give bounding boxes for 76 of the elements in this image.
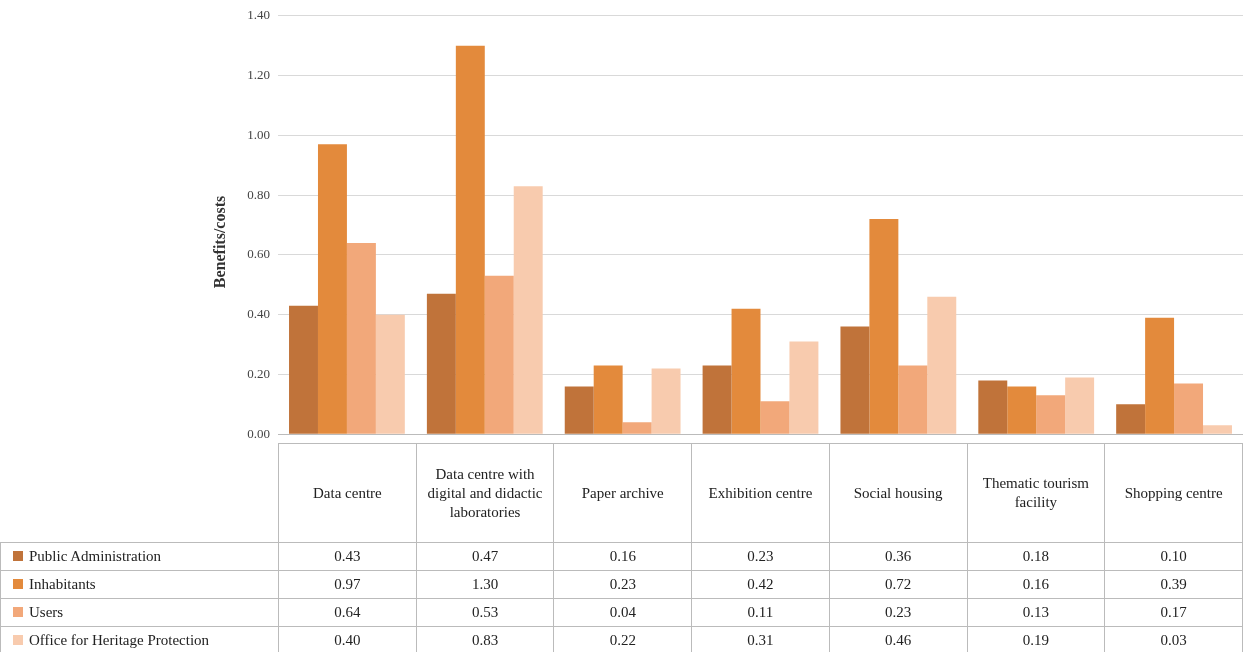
data-label: 0.16 (967, 570, 1105, 599)
data-label: 0.39 (1104, 570, 1243, 599)
bar (513, 186, 543, 434)
data-label: 0.40 (278, 626, 417, 652)
data-label: 0.31 (691, 626, 830, 652)
data-label: 0.47 (416, 542, 554, 571)
x-tick-label: Data centre with digital and didactic laboratories (416, 443, 554, 543)
y-tick-label: 0.80 (247, 186, 270, 202)
bar (731, 308, 761, 434)
bar (978, 380, 1008, 434)
y-tick-label: 1.40 (247, 7, 270, 23)
bar (455, 45, 485, 434)
data-label: 0.43 (278, 542, 417, 571)
data-label: 0.13 (967, 598, 1105, 627)
bar (840, 326, 870, 434)
y-tick-label: 0.60 (247, 246, 270, 262)
data-label: 0.42 (691, 570, 830, 599)
data-label: 0.16 (553, 542, 692, 571)
bar (1116, 404, 1146, 434)
bar (651, 368, 681, 434)
bar (346, 242, 376, 434)
bar (869, 219, 899, 434)
legend-label: Inhabitants (0, 570, 279, 599)
y-tick-label: 0.20 (247, 365, 270, 381)
y-axis-title: Benefits/costs (211, 195, 229, 289)
y-tick-label: 0.40 (247, 306, 270, 322)
legend-label: Users (0, 598, 279, 627)
data-label: 0.22 (553, 626, 692, 652)
data-label: 0.83 (416, 626, 554, 652)
bar (702, 365, 732, 434)
bar (622, 422, 652, 434)
y-tick-label: 1.00 (247, 126, 270, 142)
bar (1174, 383, 1204, 434)
bar (1065, 377, 1095, 434)
bar (426, 293, 456, 434)
x-tick-label: Exhibition centre (691, 443, 830, 543)
x-tick-label: Paper archive (553, 443, 692, 543)
bar (1036, 395, 1066, 434)
data-label: 0.97 (278, 570, 417, 599)
data-label: 0.10 (1104, 542, 1243, 571)
bar (1203, 425, 1232, 434)
data-label: 0.04 (553, 598, 692, 627)
bar (789, 341, 819, 434)
data-label: 0.36 (829, 542, 968, 571)
bar (898, 365, 928, 434)
data-label: 1.30 (416, 570, 554, 599)
data-label: 0.72 (829, 570, 968, 599)
bar (927, 296, 957, 434)
bar (760, 401, 790, 434)
data-label: 0.18 (967, 542, 1105, 571)
data-label: 0.19 (967, 626, 1105, 652)
x-tick-label: Data centre (278, 443, 417, 543)
x-tick-label: Social housing (829, 443, 968, 543)
data-label: 0.23 (829, 598, 968, 627)
bar (1007, 386, 1037, 434)
legend-label: Office for Heritage Protection (0, 626, 279, 652)
bar (1145, 317, 1175, 434)
data-label: 0.23 (553, 570, 692, 599)
bar (564, 386, 594, 434)
bar (593, 365, 623, 434)
data-label: 0.17 (1104, 598, 1243, 627)
bar (317, 144, 347, 434)
bar (375, 314, 405, 434)
data-label: 0.23 (691, 542, 830, 571)
bar (289, 305, 318, 434)
y-tick-label: 0.00 (247, 425, 270, 441)
legend-label: Public Administration (0, 542, 279, 571)
bar (484, 275, 514, 434)
y-tick-label: 1.20 (247, 66, 270, 82)
x-tick-label: Thematic tourism facility (967, 443, 1105, 543)
data-label: 0.03 (1104, 626, 1243, 652)
data-label: 0.46 (829, 626, 968, 652)
data-label: 0.11 (691, 598, 830, 627)
x-tick-label: Shopping centre (1104, 443, 1243, 543)
data-label: 0.64 (278, 598, 417, 627)
data-label: 0.53 (416, 598, 554, 627)
